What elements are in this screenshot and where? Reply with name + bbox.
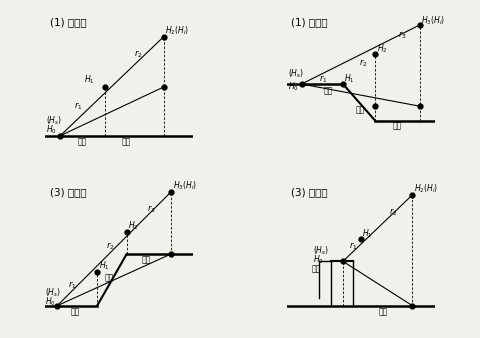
Text: $H_1$: $H_1$ [345,72,355,84]
Text: $r_1$: $r_1$ [73,100,82,112]
Text: $H_1$: $H_1$ [98,260,109,272]
Text: 路面: 路面 [324,86,333,95]
Text: $r_3$: $r_3$ [398,29,407,41]
Text: 地面: 地面 [378,308,387,317]
Text: $H_0$: $H_0$ [288,81,299,93]
Text: 路面: 路面 [78,138,87,147]
Text: $r_3$: $r_3$ [147,204,156,215]
Text: $(H_s)$: $(H_s)$ [46,115,62,127]
Text: $H_0$: $H_0$ [46,295,56,308]
Text: $H_0$: $H_0$ [46,124,57,136]
Text: $H_3(H_i)$: $H_3(H_i)$ [172,180,197,192]
Text: (1) 平　面: (1) 平 面 [50,18,86,27]
Text: $r_2$: $r_2$ [360,57,368,69]
Text: $H_2(H_i)$: $H_2(H_i)$ [414,183,438,195]
Text: $r_1$: $r_1$ [349,241,358,252]
Text: $(H_s)$: $(H_s)$ [46,286,61,299]
Text: 法面: 法面 [104,273,114,283]
Text: 地面: 地面 [122,138,132,147]
Text: $r_1$: $r_1$ [320,74,328,86]
Text: $H_1$: $H_1$ [84,74,94,86]
Text: (1) 盛　土: (1) 盛 土 [291,18,328,27]
Text: $r_1$: $r_1$ [68,279,76,291]
Text: (3) 高　架: (3) 高 架 [291,188,328,197]
Text: $H_1$: $H_1$ [362,227,373,240]
Text: 地面: 地面 [393,121,402,130]
Text: $H_3(H_i)$: $H_3(H_i)$ [421,15,445,27]
Text: 法面: 法面 [356,105,365,114]
Text: $H_2$: $H_2$ [377,43,387,55]
Text: $r_2$: $r_2$ [134,49,143,60]
Text: $(H_s)$: $(H_s)$ [288,68,304,80]
Text: $(H_s)$: $(H_s)$ [313,245,329,258]
Text: 路面: 路面 [312,265,321,274]
Text: $H_2$: $H_2$ [128,220,139,232]
Text: $H_2(H_i)$: $H_2(H_i)$ [165,25,189,37]
Text: $r_2$: $r_2$ [106,241,115,252]
Text: $r_2$: $r_2$ [389,207,397,218]
Text: $H_0$: $H_0$ [313,254,324,266]
Text: 路面: 路面 [71,308,80,317]
Text: 地面: 地面 [141,256,151,265]
Text: (3) 切　土: (3) 切 土 [50,188,86,197]
